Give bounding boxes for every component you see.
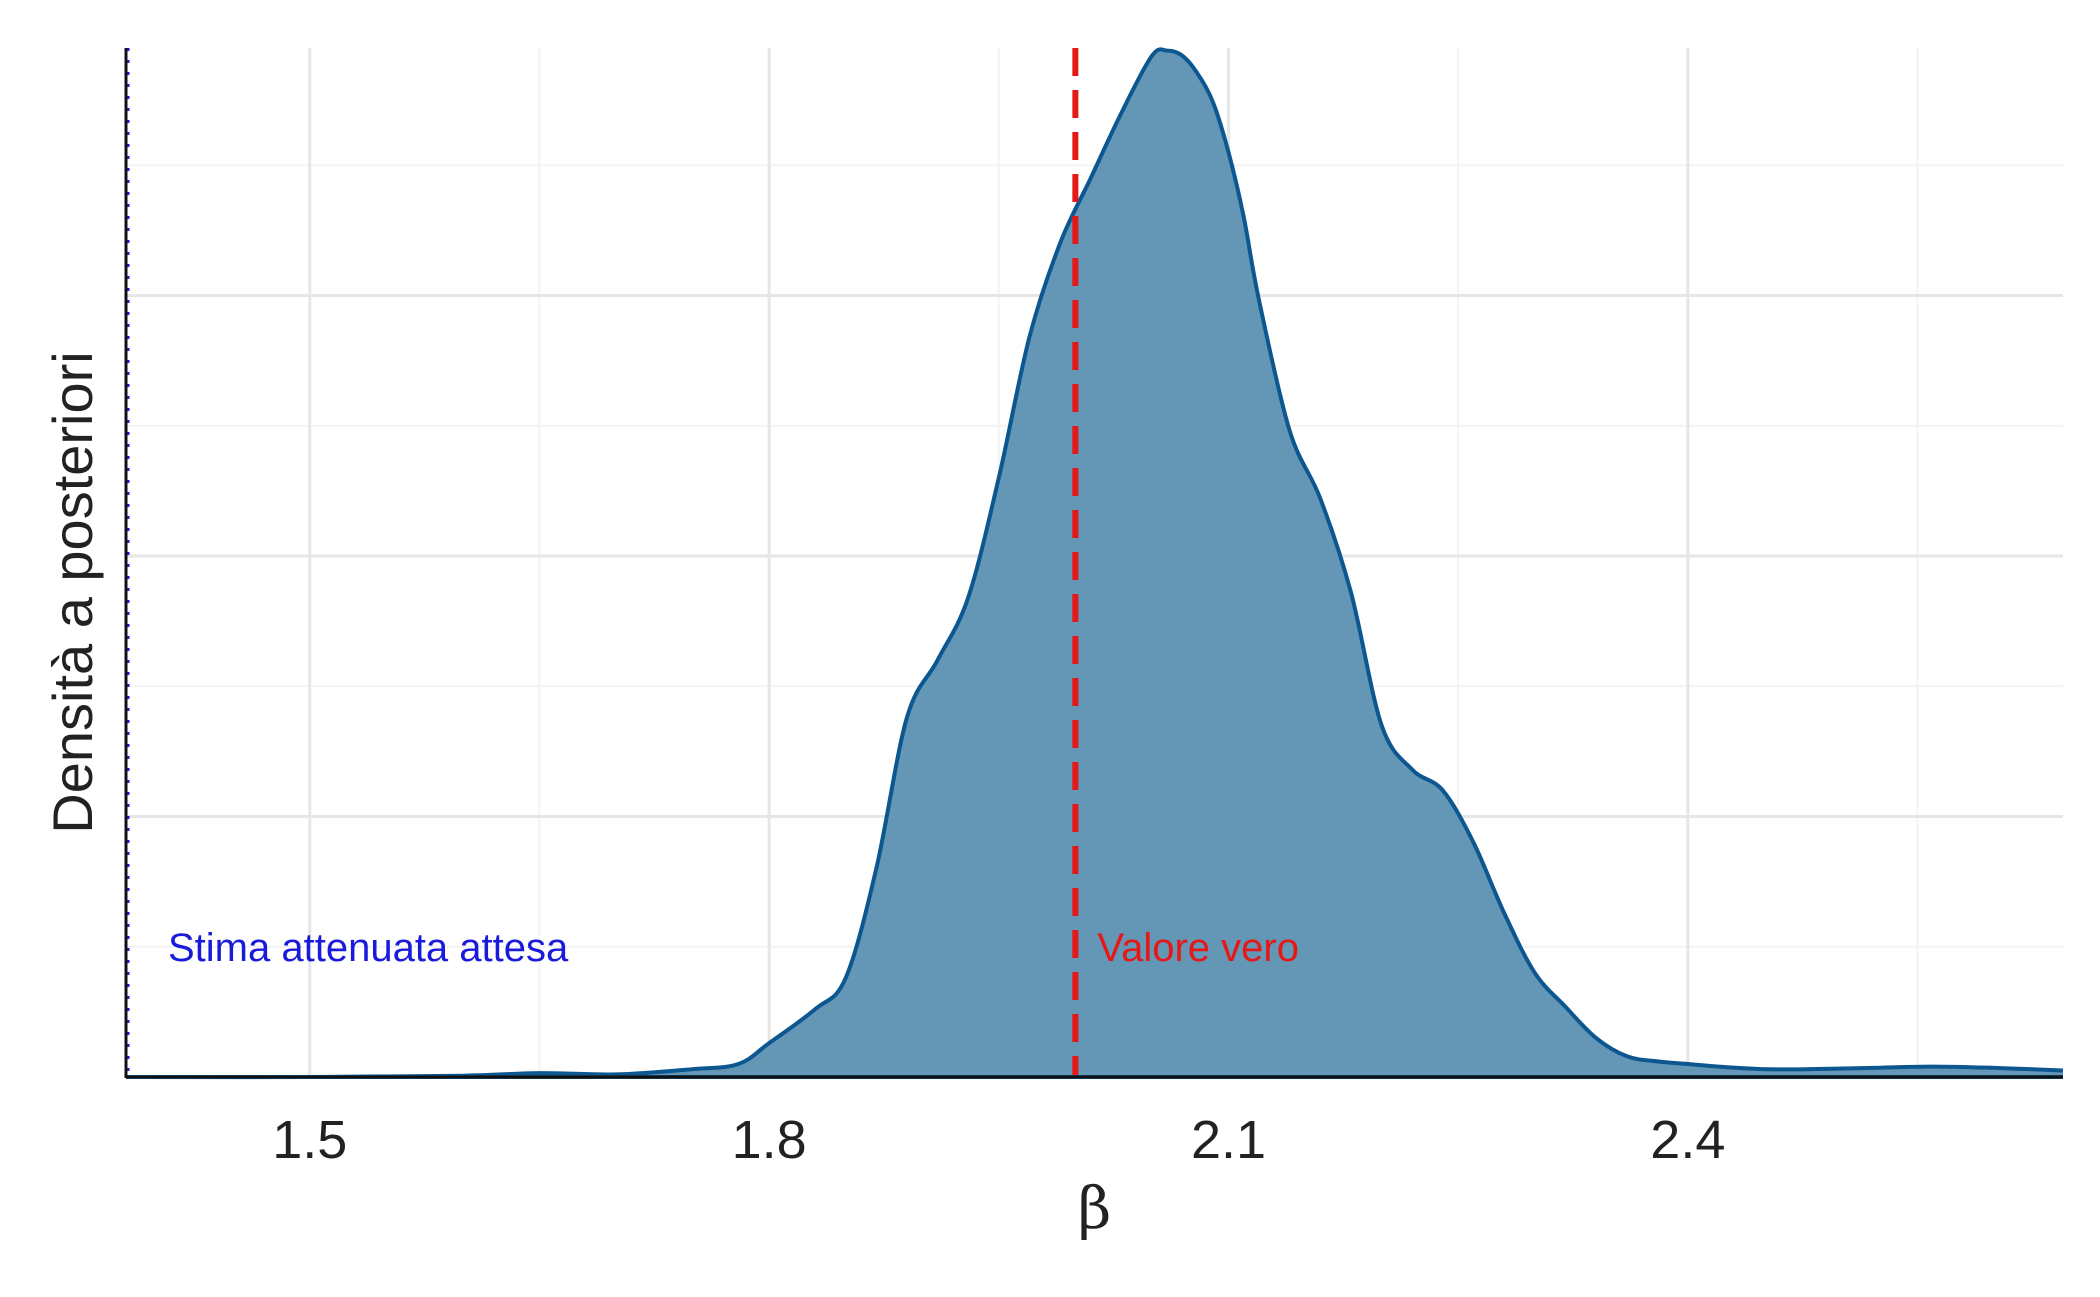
attenuated-estimate-label: Stima attenuata attesa bbox=[168, 926, 569, 970]
x-tick-labels: 1.5 1.8 2.1 2.4 bbox=[272, 1110, 1725, 1170]
x-tick-label-0: 1.5 bbox=[272, 1110, 347, 1170]
x-tick-label-1: 1.8 bbox=[732, 1110, 807, 1170]
x-tick-label-2: 2.1 bbox=[1191, 1110, 1266, 1170]
x-axis-title: β bbox=[1078, 1174, 1112, 1242]
x-tick-label-3: 2.4 bbox=[1650, 1110, 1725, 1170]
y-axis-title: Densità a posteriori bbox=[41, 351, 104, 833]
density-line bbox=[125, 47, 2064, 1080]
density-area bbox=[126, 49, 2063, 1078]
true-value-label: Valore vero bbox=[1097, 926, 1299, 970]
